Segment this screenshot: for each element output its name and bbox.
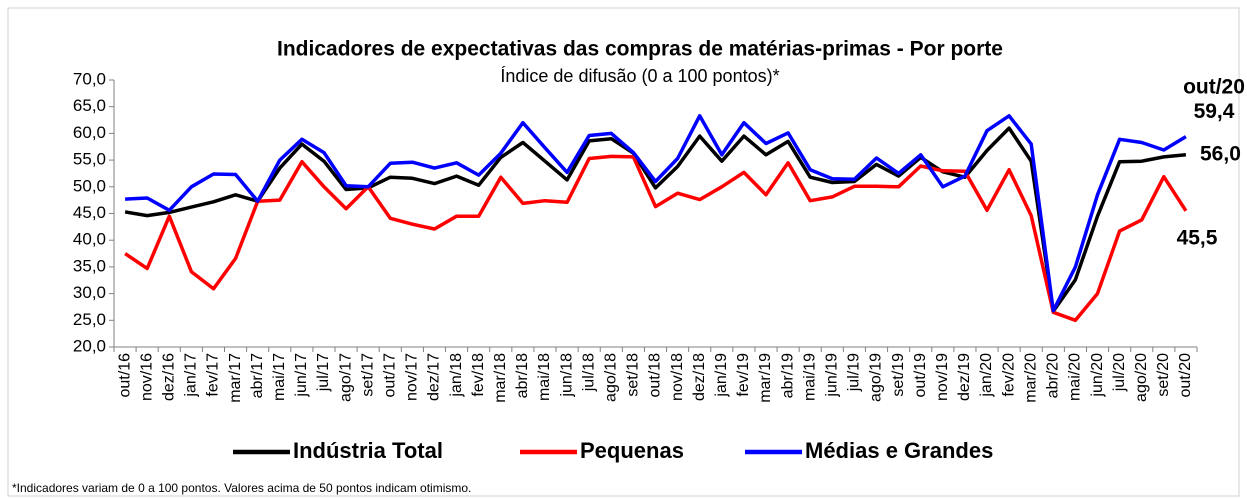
frame xyxy=(7,7,1240,497)
x-tick-label: nov/16 xyxy=(138,353,155,401)
y-tick-label: 30,0 xyxy=(73,283,106,302)
x-tick-label: out/19 xyxy=(912,353,929,398)
x-tick-label: out/18 xyxy=(647,353,664,398)
data-label: 45,5 xyxy=(1177,226,1218,249)
x-tick-label: dez/16 xyxy=(160,353,177,401)
x-tick-label: jun/19 xyxy=(824,353,841,398)
x-tick-label: jul/20 xyxy=(1111,353,1128,392)
x-tick-label: jul/17 xyxy=(315,353,332,392)
x-tick-label: mai/17 xyxy=(271,353,288,401)
x-tick-label: set/18 xyxy=(625,353,642,397)
chart-title: Indicadores de expectativas das compras … xyxy=(277,38,1003,61)
x-tick-label: abr/19 xyxy=(779,353,796,398)
data-label: 59,4 xyxy=(1194,100,1235,123)
y-tick-label: 25,0 xyxy=(73,310,106,329)
y-tick-label: 40,0 xyxy=(73,230,106,249)
x-tick-label: nov/18 xyxy=(669,353,686,401)
x-tick-label: jun/20 xyxy=(1089,353,1106,398)
y-tick-label: 20,0 xyxy=(73,336,106,355)
x-tick-label: ago/17 xyxy=(337,353,354,402)
x-tick-label: jan/18 xyxy=(448,353,465,398)
x-tick-label: set/20 xyxy=(1155,353,1172,397)
x-tick-label: ago/18 xyxy=(603,353,620,402)
x-tick-label: set/17 xyxy=(359,353,376,397)
x-tick-label: mar/19 xyxy=(757,353,774,403)
x-tick-label: ago/19 xyxy=(868,353,885,402)
y-tick-label: 70,0 xyxy=(73,69,106,88)
y-tick-label: 65,0 xyxy=(73,96,106,115)
x-tick-label: jan/17 xyxy=(183,353,200,398)
x-tick-label: fev/17 xyxy=(205,353,222,397)
x-tick-label: dez/18 xyxy=(691,353,708,401)
footnote: *Indicadores variam de 0 a 100 pontos. V… xyxy=(12,481,471,495)
chart-subtitle: Índice de difusão (0 a 100 pontos)* xyxy=(500,66,779,86)
x-tick-label: mar/18 xyxy=(492,353,509,403)
x-tick-label: out/17 xyxy=(381,353,398,398)
x-tick-label: fev/20 xyxy=(1000,353,1017,397)
x-tick-label: out/16 xyxy=(116,353,133,398)
x-tick-label: mar/20 xyxy=(1022,353,1039,403)
x-tick-label: jun/17 xyxy=(293,353,310,398)
x-tick-label: fev/18 xyxy=(470,353,487,397)
x-tick-label: mai/18 xyxy=(536,353,553,401)
x-tick-label: set/19 xyxy=(890,353,907,397)
x-tick-label: mai/20 xyxy=(1067,353,1084,401)
x-tick-label: mai/19 xyxy=(801,353,818,401)
x-tick-label: dez/19 xyxy=(956,353,973,401)
x-tick-label: nov/19 xyxy=(934,353,951,401)
x-tick-label: jul/18 xyxy=(580,353,597,392)
y-tick-label: 45,0 xyxy=(73,203,106,222)
y-tick-label: 35,0 xyxy=(73,256,106,275)
x-tick-label: jul/19 xyxy=(846,353,863,392)
series-line xyxy=(125,114,1187,313)
x-tick-label: abr/18 xyxy=(514,353,531,398)
x-tick-label: abr/17 xyxy=(249,353,266,398)
x-tick-label: dez/17 xyxy=(426,353,443,401)
data-label: 56,0 xyxy=(1200,142,1241,165)
x-tick-label: abr/20 xyxy=(1045,353,1062,398)
annotation: out/20 xyxy=(1183,76,1245,99)
legend-label: Pequenas xyxy=(580,438,684,463)
x-tick-label: ago/20 xyxy=(1133,353,1150,402)
y-tick-label: 55,0 xyxy=(73,150,106,169)
series-line xyxy=(124,126,1187,313)
x-tick-label: fev/19 xyxy=(735,353,752,397)
x-tick-label: jan/19 xyxy=(713,353,730,398)
series-line xyxy=(124,154,1188,323)
y-tick-label: 50,0 xyxy=(73,176,106,195)
legend-label: Médias e Grandes xyxy=(805,438,993,463)
x-tick-label: jun/18 xyxy=(558,353,575,398)
x-tick-label: out/20 xyxy=(1177,353,1194,398)
legend-label: Indústria Total xyxy=(293,438,443,463)
x-tick-label: mar/17 xyxy=(227,353,244,403)
y-tick-label: 60,0 xyxy=(73,123,106,142)
x-tick-label: jan/20 xyxy=(978,353,995,398)
x-tick-label: nov/17 xyxy=(404,353,421,401)
